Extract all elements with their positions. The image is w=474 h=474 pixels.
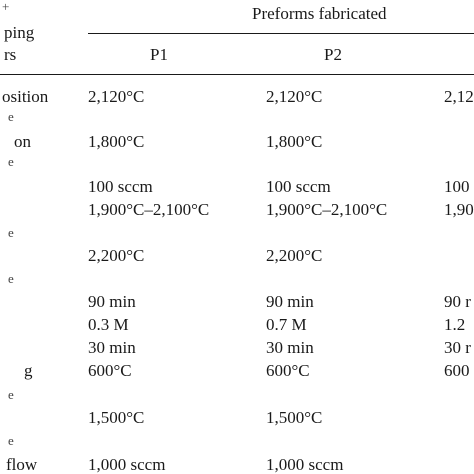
cell-p1: 0.3 M [88,315,129,334]
header-fragment-ping: ping [4,23,35,42]
row-label: flow [6,455,38,474]
row-label: e [8,154,14,169]
cell-p1: 100 sccm [88,177,153,196]
cell-p2: 30 min [266,338,314,357]
cell-p1: 600°C [88,361,132,380]
row-label: on [14,132,31,151]
cell-p2: 100 sccm [266,177,331,196]
cell-p1: 2,120°C [88,87,145,106]
cell-p2: 600°C [266,361,310,380]
row-label: g [24,361,33,380]
cell-p2: 1,900°C–2,100°C [266,200,388,219]
row-label: e [8,225,14,240]
header-fragment-rs: rs [4,45,17,64]
row-label: e [8,271,14,286]
cell-p2: 0.7 M [266,315,307,334]
cell-p1: 90 min [88,292,136,311]
cell-p2: 2,200°C [266,246,323,265]
cell-p2: 1,500°C [266,408,323,427]
column-header-p2: P2 [324,45,342,64]
cell-p2: 90 min [266,292,314,311]
row-label: osition [2,87,49,106]
cell-p2: 1,800°C [266,132,323,151]
cell-p3: 600 [444,361,470,380]
cell-p1: 30 min [88,338,136,357]
cell-p3: 2,12 [444,87,474,106]
cell-p1: 2,200°C [88,246,145,265]
row-label: e [8,433,14,448]
header-bottom-rule [0,74,474,75]
column-header-p1: P1 [150,45,168,64]
row-label: e [8,109,14,124]
cell-p3: 100 [444,177,470,196]
cell-p3: 90 r [444,292,471,311]
cell-p1: 1,800°C [88,132,145,151]
group-title: Preforms fabricated [252,4,387,23]
group-rule [88,33,474,34]
cell-p2: 1,000 sccm [266,455,344,474]
row-label: e [8,387,14,402]
header-fragment-plus: + [2,0,10,14]
cell-p3: 1,90 [444,200,474,219]
cell-p1: 1,500°C [88,408,145,427]
cell-p3: 30 r [444,338,471,357]
cell-p1: 1,000 sccm [88,455,166,474]
cell-p2: 2,120°C [266,87,323,106]
cell-p3: 1.2 [444,315,466,334]
cell-p1: 1,900°C–2,100°C [88,200,210,219]
